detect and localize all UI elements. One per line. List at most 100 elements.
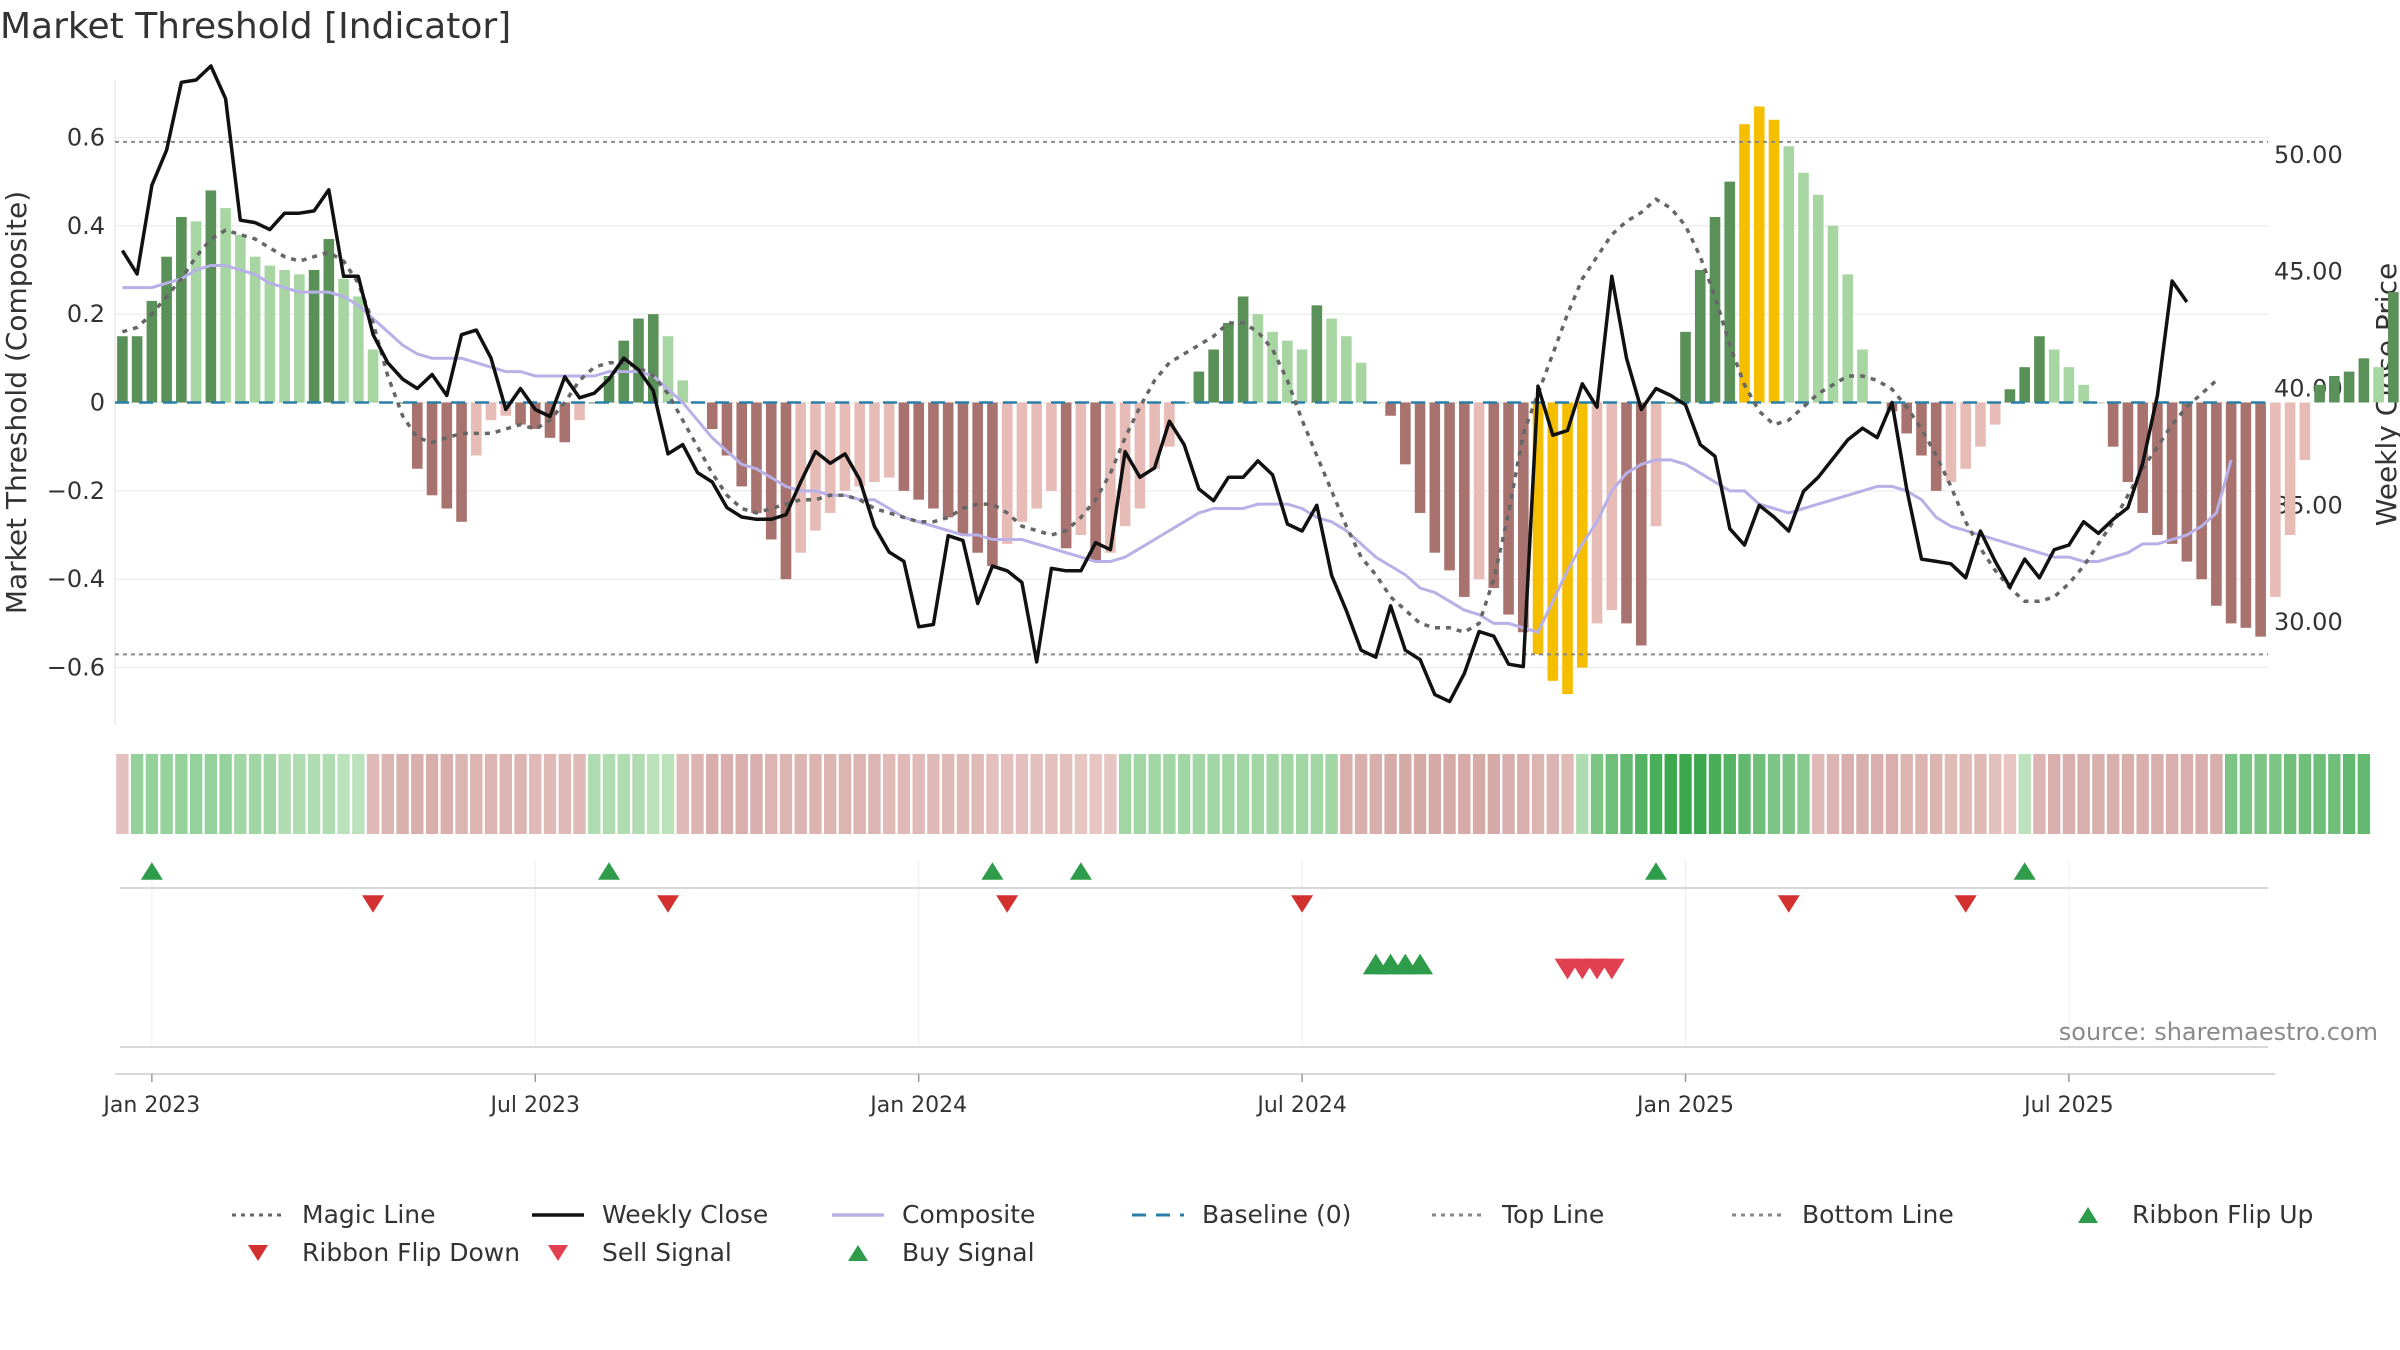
ribbon-cell bbox=[1443, 754, 1456, 834]
histogram-bar bbox=[839, 402, 851, 491]
histogram-bar bbox=[397, 402, 408, 404]
ribbon-cell bbox=[2298, 754, 2312, 834]
histogram-bar bbox=[190, 221, 202, 403]
ribbon-cell bbox=[1399, 754, 1412, 834]
histogram-bar bbox=[1635, 402, 1647, 646]
ribbon-flip-down-marker bbox=[362, 895, 385, 913]
ribbon-flip-down-marker bbox=[656, 895, 679, 913]
ribbon-cell bbox=[1723, 754, 1736, 834]
histogram-bar bbox=[1901, 402, 1913, 434]
ribbon-cell bbox=[263, 754, 277, 834]
histogram-bar bbox=[1414, 402, 1426, 513]
ribbon-cell bbox=[1841, 754, 1854, 834]
ribbon-cell bbox=[219, 754, 232, 834]
histogram-bar bbox=[1650, 402, 1662, 527]
ribbon-cell bbox=[1900, 754, 1913, 834]
ribbon-cell bbox=[2195, 754, 2208, 834]
ribbon-cell bbox=[1767, 754, 1781, 834]
ribbon-cell bbox=[1930, 754, 1943, 834]
ribbon-cell bbox=[588, 754, 601, 834]
histogram-bar bbox=[1090, 402, 1101, 562]
histogram-bar bbox=[485, 402, 497, 421]
legend-line-icon bbox=[232, 1213, 284, 1216]
ribbon-cell bbox=[1266, 754, 1279, 834]
ribbon-cell bbox=[2062, 754, 2076, 834]
ribbon-cell bbox=[1310, 754, 1324, 834]
ribbon-cell bbox=[2269, 754, 2282, 834]
histogram-bar bbox=[2034, 336, 2045, 403]
histogram-bar bbox=[2093, 402, 2104, 404]
histogram-bar bbox=[1739, 124, 1750, 403]
histogram-bar bbox=[1282, 340, 1293, 403]
ribbon-cell bbox=[691, 754, 704, 834]
histogram-bar bbox=[1075, 402, 1087, 536]
y-tick-label-left: 0.6 bbox=[67, 123, 105, 151]
ribbon-cell bbox=[602, 754, 616, 834]
ribbon-cell bbox=[248, 754, 262, 834]
legend-line-icon bbox=[1432, 1213, 1484, 1216]
ribbon-cell bbox=[1074, 754, 1088, 834]
ribbon-cell bbox=[499, 754, 512, 834]
y-tick-label-left: 0.4 bbox=[67, 212, 105, 240]
histogram-bar bbox=[780, 402, 792, 580]
histogram-bar bbox=[2255, 402, 2266, 637]
histogram-bar bbox=[441, 402, 453, 509]
ribbon-cell bbox=[632, 754, 645, 834]
ribbon-cell bbox=[1708, 754, 1722, 834]
ribbon-cell bbox=[617, 754, 630, 834]
legend-line-icon bbox=[1132, 1213, 1184, 1216]
histogram-bar bbox=[883, 402, 895, 478]
ribbon-cell bbox=[425, 754, 439, 834]
histogram-bar bbox=[515, 402, 526, 425]
ribbon-cell bbox=[1472, 754, 1486, 834]
ribbon-cell bbox=[381, 754, 395, 834]
histogram-bar bbox=[1267, 331, 1278, 403]
ribbon-cell bbox=[2254, 754, 2267, 834]
histogram-bar bbox=[603, 375, 615, 403]
histogram-bar bbox=[2078, 384, 2089, 403]
histogram-bar bbox=[2270, 402, 2281, 597]
ribbon-flip-up-marker bbox=[981, 862, 1004, 880]
legend-item: Ribbon Flip Up bbox=[2060, 1200, 2313, 1229]
histogram-bar bbox=[574, 402, 585, 421]
histogram-bar bbox=[1945, 402, 1957, 483]
ribbon-cell bbox=[1576, 754, 1589, 834]
y-tick-label-left: 0.2 bbox=[67, 300, 105, 328]
legend-item: Composite bbox=[830, 1200, 1035, 1229]
histogram-bar bbox=[2107, 402, 2119, 447]
ribbon-cell bbox=[573, 754, 586, 834]
histogram-bar bbox=[2299, 402, 2311, 460]
ribbon-cell bbox=[2165, 754, 2179, 834]
histogram-bar bbox=[2166, 402, 2178, 544]
ribbon-cell bbox=[234, 754, 247, 834]
buy-signal-marker bbox=[1407, 953, 1434, 975]
ribbon-cell bbox=[470, 754, 483, 834]
histogram-bar bbox=[633, 318, 644, 403]
legend-item: Ribbon Flip Down bbox=[230, 1238, 520, 1267]
ribbon-cell bbox=[543, 754, 557, 834]
x-tick-label: Jul 2025 bbox=[2022, 1093, 2114, 1118]
ribbon-cell bbox=[1325, 754, 1338, 834]
ribbon-cell bbox=[868, 754, 881, 834]
ribbon-cell bbox=[971, 754, 984, 834]
x-tick-label: Jan 2024 bbox=[868, 1093, 967, 1118]
ribbon-cell bbox=[1944, 754, 1958, 834]
histogram-bar bbox=[1709, 216, 1721, 403]
histogram-bar bbox=[131, 336, 143, 403]
histogram-bar bbox=[1812, 194, 1824, 403]
ribbon-flip-up-marker bbox=[598, 862, 621, 880]
histogram-bar bbox=[1134, 402, 1146, 509]
ribbon-cell bbox=[160, 754, 173, 834]
ribbon-cell bbox=[2151, 754, 2164, 834]
histogram-bar bbox=[529, 402, 541, 430]
ribbon-cell bbox=[2106, 754, 2120, 834]
ribbon-cell bbox=[765, 754, 778, 834]
ribbon-flip-down-marker bbox=[996, 895, 1019, 913]
histogram-bar bbox=[1930, 402, 1942, 491]
histogram-bar bbox=[1193, 371, 1205, 403]
histogram-bar bbox=[928, 402, 939, 509]
histogram-bar bbox=[1473, 402, 1485, 580]
histogram-bar bbox=[176, 216, 187, 403]
ribbon-cell bbox=[558, 754, 571, 834]
histogram-bar bbox=[264, 265, 276, 403]
